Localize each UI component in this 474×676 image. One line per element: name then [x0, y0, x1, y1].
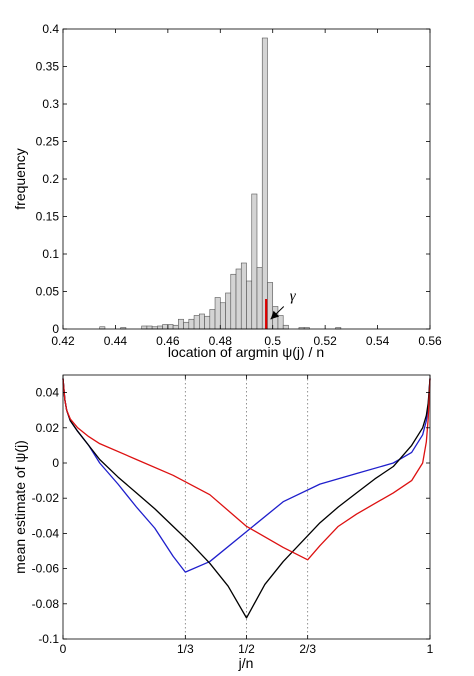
histogram-bar-19	[230, 273, 237, 330]
line-y-tick-label-4: -0.02	[32, 491, 60, 505]
histogram-bar-13	[199, 313, 205, 330]
histogram-bar-2	[141, 325, 148, 330]
histogram-y-tick-label-1: 0.05	[36, 285, 60, 299]
histogram-x-tick-label-2: 0.46	[156, 334, 180, 348]
line-y-tick-label-3: -0.04	[32, 526, 60, 540]
histogram-bar-7	[167, 324, 174, 330]
histogram-bar-29	[282, 324, 289, 330]
line-y-tick-label-5: 0	[52, 456, 59, 470]
line-x-axis-label: j/n	[238, 655, 254, 671]
histogram-x-ticks: 0.42 0.44 0.46 0.48 0.5 0.52 0.54 0.56	[51, 29, 442, 348]
line-y-tick-label-7: 0.04	[36, 386, 60, 400]
line-x-tick-label-1: 1/3	[177, 642, 194, 656]
line-y-ticks: -0.1 -0.08 -0.06 -0.04 -0.02 0 0.02 0.04	[32, 386, 430, 646]
histogram-bar-26	[267, 282, 274, 330]
histogram-y-tick-label-2: 0.1	[42, 247, 59, 261]
histogram-y-tick-label-6: 0.3	[42, 97, 59, 111]
histogram-bar-23	[251, 193, 258, 330]
histogram-x-tick-label-0: 0.42	[51, 334, 75, 348]
line-series-1	[62, 378, 431, 619]
histogram-bar-28	[277, 315, 284, 330]
histogram-bar-18	[225, 292, 232, 330]
line-x-tick-label-3: 2/3	[299, 642, 316, 656]
histogram-y-axis-label: frequency	[12, 148, 28, 209]
line-x-ticks: 0 1/3 1/2 2/3 1	[60, 375, 434, 656]
histogram-bar-25	[261, 37, 268, 330]
histogram-bar-15	[209, 309, 216, 330]
histogram-bar-16	[214, 297, 221, 330]
line-series-group	[62, 378, 431, 619]
histogram-y-tick-label-5: 0.25	[36, 135, 60, 149]
histogram-y-ticks: 0 0.05 0.1 0.15 0.2 0.25 0.3 0.35 0.4	[36, 22, 430, 336]
histogram-x-tick-label-7: 0.56	[418, 334, 442, 348]
histogram-bar-17	[219, 302, 226, 330]
histogram-panel: γ 0.42 0.44 0.46 0.48 0.5 0.52 0.54 0.56 00.050…	[12, 22, 442, 360]
gamma-annotation-label: γ	[290, 289, 297, 305]
line-x-tick-label-4: 1	[427, 642, 434, 656]
histogram-x-tick-label-1: 0.44	[104, 334, 128, 348]
histogram-bar-14	[204, 315, 211, 330]
line-y-tick-label-6: 0.02	[36, 421, 60, 435]
line-y-tick-label-1: -0.08	[32, 597, 60, 611]
histogram-bar-10	[183, 321, 190, 330]
histogram-bar-22	[246, 280, 253, 330]
histogram-x-axis-label: location of argmin ψ(j) / n	[168, 344, 324, 360]
histogram-bar-3	[146, 325, 153, 330]
histogram-annotations: γ	[265, 289, 297, 329]
line-y-tick-label-0: -0.1	[38, 632, 59, 646]
line-y-tick-label-2: -0.06	[32, 562, 60, 576]
line-y-axis-label: mean estimate of ψ(j)	[12, 440, 28, 574]
histogram-y-tick-label-0: 0	[52, 322, 59, 336]
histogram-y-tick-label-3: 0.15	[36, 210, 60, 224]
histogram-bar-21	[240, 262, 247, 330]
histogram-x-tick-label-3: 0.48	[209, 334, 233, 348]
line-x-tick-label-2: 1/2	[238, 642, 255, 656]
reference-vertical-lines	[184, 375, 309, 639]
histogram-x-tick-label-5: 0.52	[313, 334, 337, 348]
line-x-tick-label-0: 0	[60, 642, 67, 656]
histogram-bar-5	[157, 325, 163, 330]
histogram-bar-20	[235, 268, 242, 330]
histogram-y-tick-label-7: 0.35	[36, 60, 60, 74]
line-series-2	[62, 378, 431, 561]
histogram-bar-8	[172, 324, 179, 330]
histogram-bar-9	[178, 318, 184, 330]
line-chart-panel: 0 1/3 1/2 2/3 1 -0.1 -0.08 -0.06 -0.04 -0.02 0 0.0…	[12, 374, 434, 671]
histogram-y-tick-label-8: 0.4	[42, 22, 59, 36]
histogram-y-tick-label-4: 0.2	[42, 172, 59, 186]
gamma-arrow-head	[270, 310, 280, 320]
histogram-bar-12	[193, 315, 200, 330]
histogram-bar-6	[162, 324, 169, 330]
histogram-bar-11	[188, 318, 195, 330]
histogram-bar-24	[256, 267, 263, 330]
histogram-x-tick-label-4: 0.5	[264, 334, 281, 348]
histogram-x-tick-label-6: 0.54	[366, 334, 390, 348]
